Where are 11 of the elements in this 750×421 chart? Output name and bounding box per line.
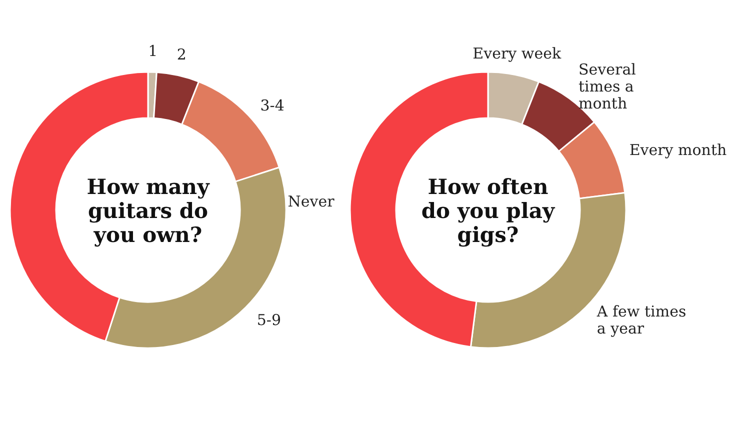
slice-label: 5-9: [256, 310, 282, 329]
slice-label: 2: [176, 46, 186, 64]
slice-label: Every week: [472, 44, 562, 63]
slice-label: 3-4: [260, 96, 284, 115]
slice-label: 1: [148, 42, 158, 60]
slice-label: Several times a month: [578, 60, 636, 112]
text: How often do you play gigs?: [421, 174, 556, 247]
slice-label: A few times a year: [596, 302, 686, 338]
slice-label: Every month: [629, 140, 727, 159]
slice-label: Never: [288, 192, 336, 210]
text: How many guitars do you own?: [86, 174, 210, 247]
